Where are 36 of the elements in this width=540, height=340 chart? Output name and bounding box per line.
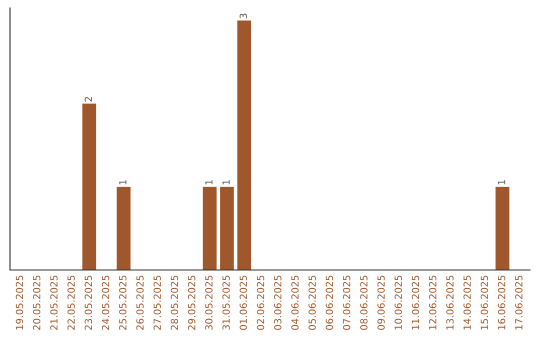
data-label: 1	[205, 180, 212, 184]
data-label: 1	[498, 180, 506, 184]
x-tick-label: 28.05.2025	[170, 276, 178, 330]
data-label: 2	[84, 97, 92, 102]
x-tick-label: 30.05.2025	[205, 276, 213, 330]
x-tick-label: 03.06.2025	[274, 276, 282, 330]
x-tick-label: 14.06.2025	[463, 276, 471, 330]
x-tick-label: 21.05.2025	[50, 276, 58, 330]
x-tick-label: 15.06.2025	[480, 276, 488, 330]
x-tick-label: 17.06.2025	[515, 276, 522, 330]
x-tick-label: 04.06.2025	[291, 276, 299, 330]
x-tick-label: 05.06.2025	[308, 276, 316, 330]
x-tick-label: 11.06.2025	[412, 276, 420, 330]
x-tick-label: 26.05.2025	[136, 276, 144, 330]
x-tick-label: 12.06.2025	[429, 276, 436, 330]
x-tick-label: 10.06.2025	[394, 276, 402, 330]
x-tick-label: 01.06.2025	[240, 276, 247, 330]
x-tick-label: 25.05.2025	[119, 276, 126, 330]
x-tick-label: 13.06.2025	[446, 276, 454, 330]
x-tick-label: 27.05.2025	[154, 276, 161, 330]
x-tick-label: 16.06.2025	[498, 276, 506, 330]
x-tick-label: 02.06.2025	[256, 276, 264, 330]
x-tick-label: 06.06.2025	[326, 276, 334, 330]
x-tick-label: 23.05.2025	[84, 276, 92, 330]
x-tick-label: 29.05.2025	[188, 276, 196, 330]
x-tick-label: 24.05.2025	[102, 276, 110, 330]
data-label: 3	[240, 14, 247, 18]
x-tick-label: 09.06.2025	[377, 276, 385, 330]
x-tick-label: 31.05.2025	[222, 276, 230, 330]
x-tick-label: 07.06.2025	[342, 276, 350, 330]
x-tick-label: 08.06.2025	[360, 276, 368, 330]
x-tick-label: 22.05.2025	[67, 276, 75, 330]
data-label: 1	[222, 180, 230, 184]
x-tick-label: 20.05.2025	[33, 276, 40, 330]
x-tick-label: 19.05.2025	[16, 276, 24, 330]
data-label: 1	[119, 180, 126, 184]
